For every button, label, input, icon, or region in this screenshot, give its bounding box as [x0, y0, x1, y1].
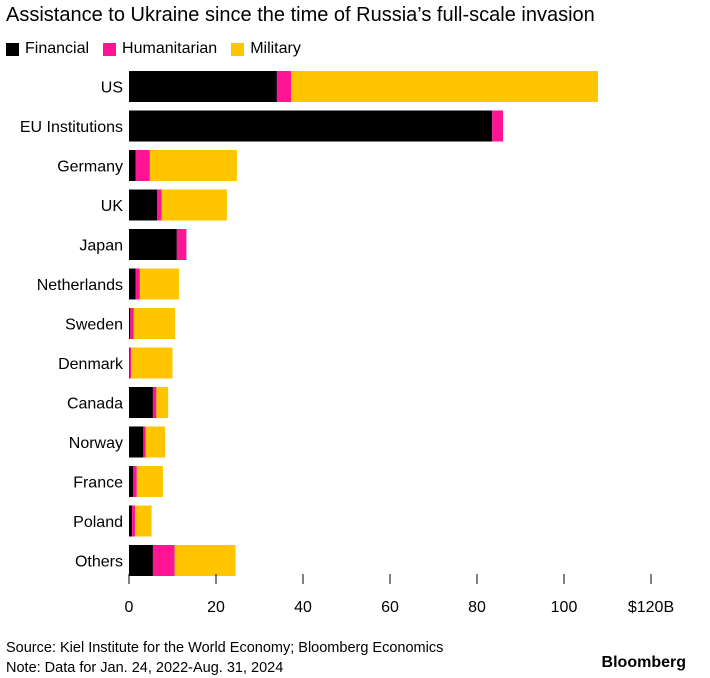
bar-us-financial [129, 71, 277, 102]
bar-canada-military [156, 387, 169, 418]
legend-item-humanitarian: Humanitarian [103, 40, 217, 58]
x-tick-label-1: 20 [207, 599, 225, 616]
bar-norway-military [145, 426, 166, 458]
legend-label-humanitarian: Humanitarian [122, 40, 218, 57]
legend-swatch-humanitarian [103, 42, 117, 56]
category-label-canada: Canada [67, 396, 123, 413]
category-label-us: US [101, 80, 123, 97]
bar-canada-financial [129, 387, 153, 418]
brand-logo: Bloomberg [601, 654, 686, 671]
x-tick-label-4: 80 [468, 599, 486, 616]
bar-norway-financial [129, 426, 144, 458]
bar-canada-humanitarian [152, 387, 157, 418]
bar-uk-humanitarian [157, 189, 162, 221]
bar-france-humanitarian [133, 466, 137, 497]
bar-denmark-humanitarian [129, 347, 132, 379]
bar-netherlands-military [139, 268, 180, 300]
bar-france-military [136, 466, 163, 497]
bar-poland-humanitarian [132, 505, 136, 537]
bar-netherlands-humanitarian [135, 268, 140, 300]
legend-item-military: Military [231, 40, 301, 58]
bar-eu-institutions-financial [129, 110, 493, 142]
bar-france-financial [129, 466, 134, 497]
bar-others-military [174, 545, 236, 576]
bar-others-financial [129, 545, 153, 576]
bar-poland-military [135, 505, 152, 537]
bar-germany-military [149, 150, 237, 181]
bar-germany-humanitarian [135, 150, 150, 181]
bar-norway-humanitarian [143, 426, 146, 458]
chart-legend: Financial Humanitarian Military [6, 40, 315, 58]
x-tick-label-0: 0 [125, 599, 134, 616]
category-label-france: France [73, 475, 123, 492]
bar-eu-institutions-humanitarian [492, 110, 504, 142]
category-label-japan: Japan [79, 238, 123, 255]
bar-sweden-financial [129, 308, 131, 339]
legend-swatch-military [231, 42, 245, 56]
bar-us-military [291, 71, 598, 102]
bar-sweden-military [133, 308, 176, 339]
bar-denmark-military [131, 347, 173, 379]
bar-uk-financial [129, 189, 158, 221]
x-tick-label-5: 100 [551, 599, 578, 616]
bar-us-humanitarian [276, 71, 292, 102]
category-label-denmark: Denmark [58, 356, 124, 373]
category-label-others: Others [75, 554, 123, 571]
x-tick-label-3: 60 [381, 599, 399, 616]
category-label-uk: UK [101, 198, 124, 215]
category-label-poland: Poland [73, 514, 123, 531]
chart-footer: Source: Kiel Institute for the World Eco… [6, 638, 443, 678]
category-label-norway: Norway [69, 435, 123, 452]
bar-others-humanitarian [152, 545, 175, 576]
category-label-eu-institutions: EU Institutions [20, 119, 123, 136]
bar-japan-humanitarian [176, 229, 187, 260]
category-label-netherlands: Netherlands [37, 277, 123, 294]
bar-netherlands-financial [129, 268, 136, 300]
bar-japan-financial [129, 229, 177, 260]
legend-swatch-financial [6, 42, 19, 56]
x-tick-label-6: $120B [628, 599, 674, 616]
legend-label-military: Military [250, 40, 301, 57]
legend-label-financial: Financial [25, 40, 90, 57]
legend-item-financial: Financial [6, 40, 89, 58]
x-tick-label-2: 40 [294, 599, 312, 616]
category-label-sweden: Sweden [65, 317, 123, 334]
source-note: Source: Kiel Institute for the World Eco… [6, 640, 444, 656]
bar-germany-financial [129, 150, 136, 181]
chart-title: Assistance to Ukraine since the time of … [6, 4, 595, 26]
data-note: Note: Data for Jan. 24, 2022-Aug. 31, 20… [6, 660, 284, 676]
bar-sweden-humanitarian [130, 308, 134, 339]
bar-uk-military [161, 189, 227, 221]
category-label-germany: Germany [57, 159, 123, 176]
bar-poland-financial [129, 505, 133, 537]
